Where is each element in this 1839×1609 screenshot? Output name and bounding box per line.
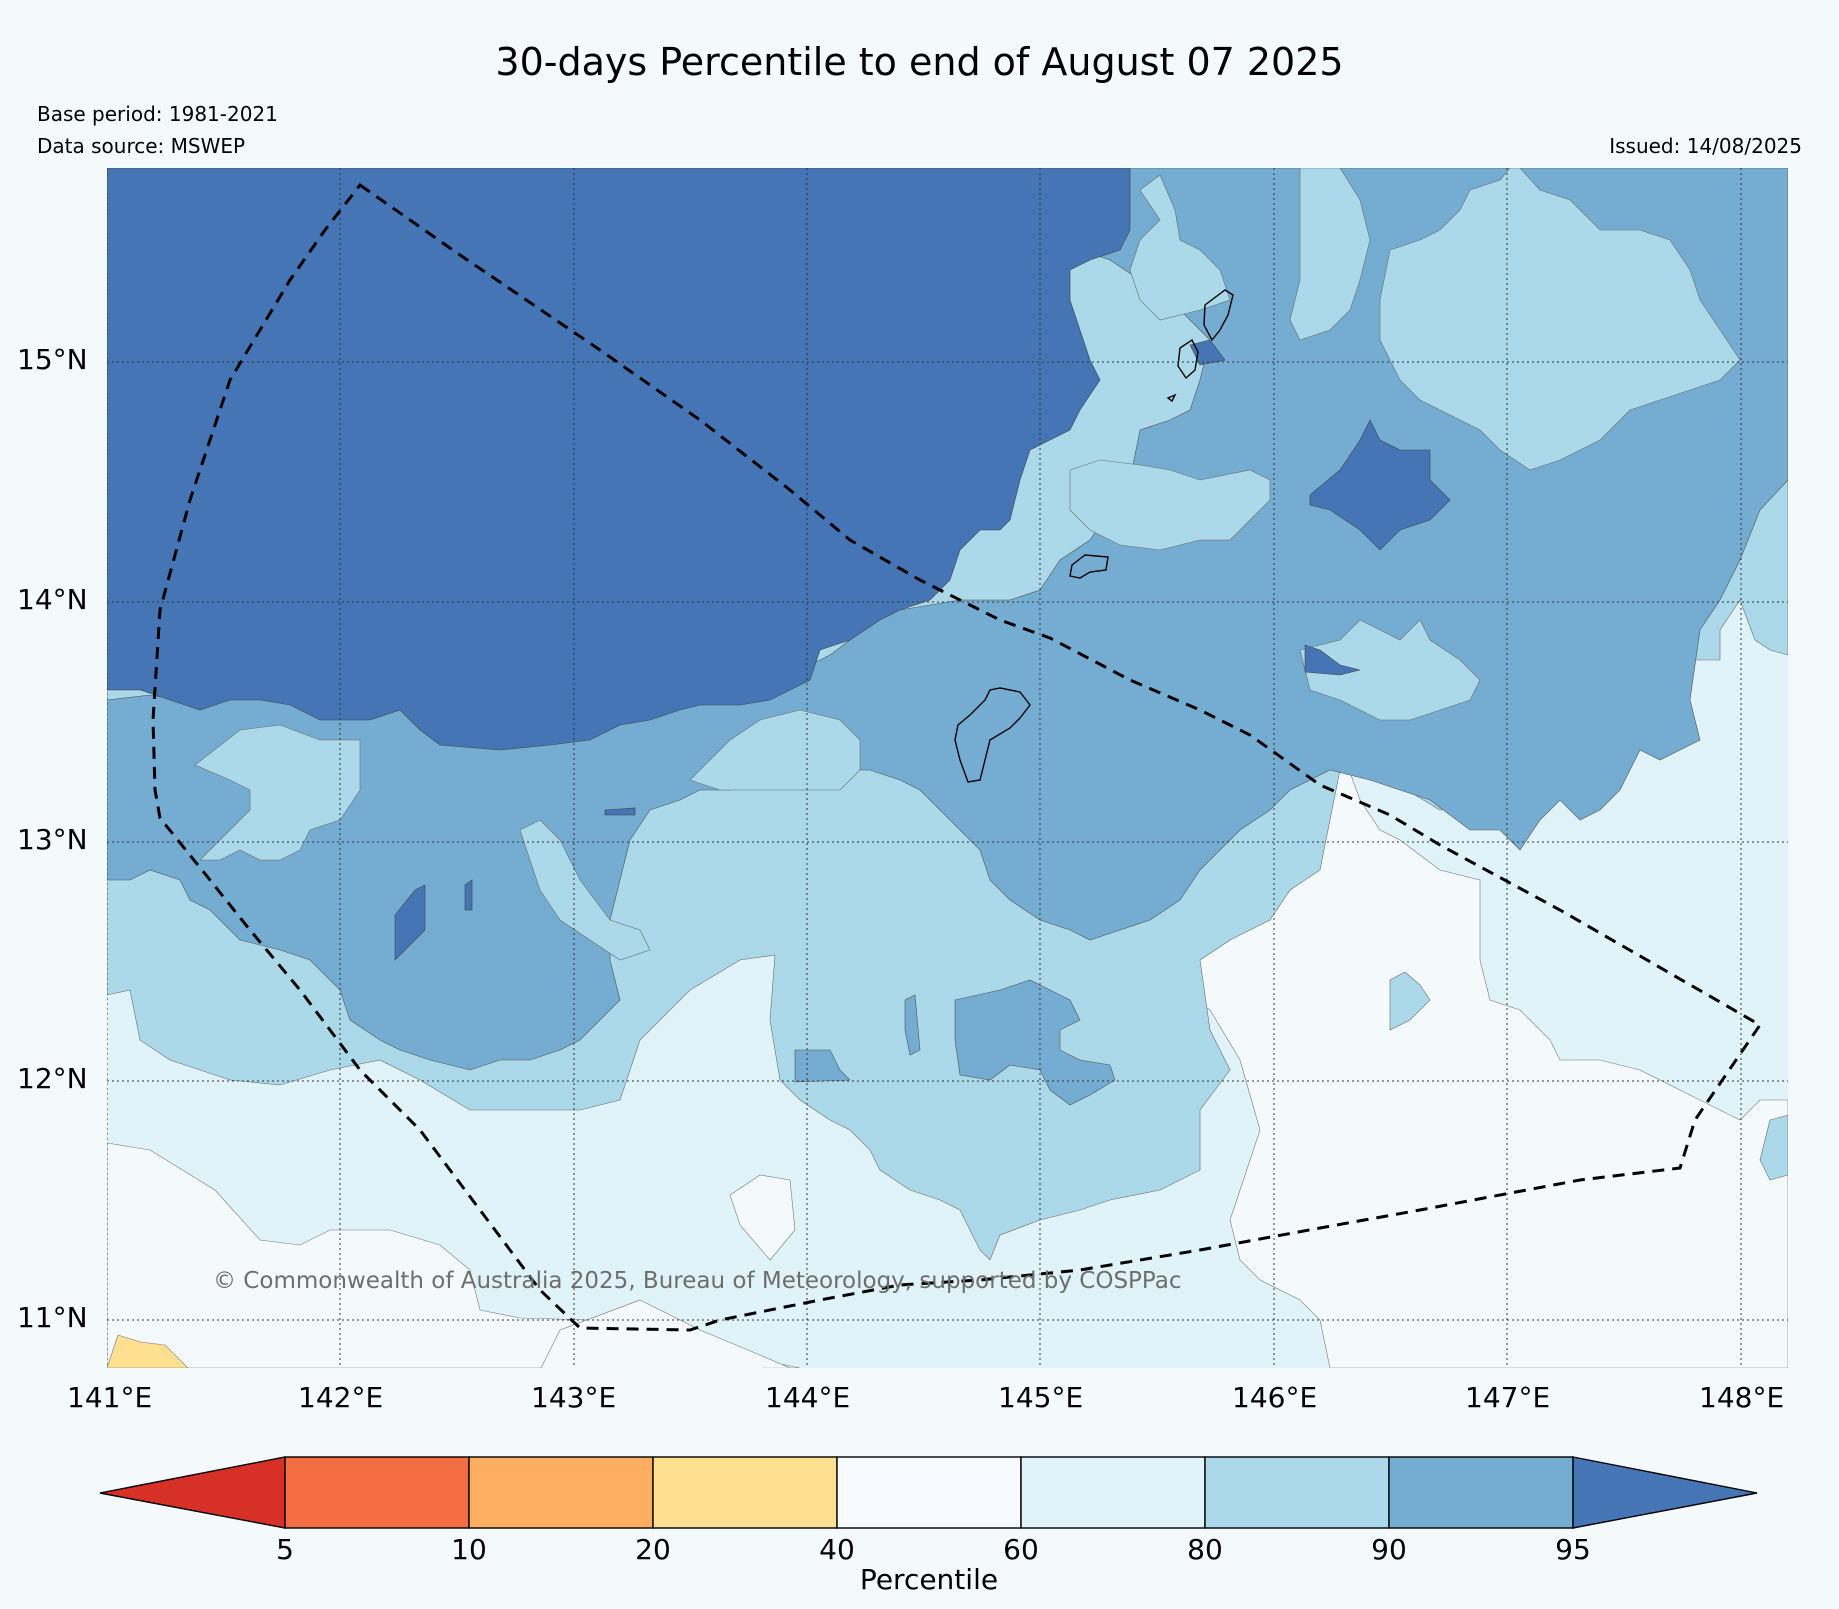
region-80-90-se-spot bbox=[1389, 971, 1431, 1031]
region-above-95-small-east bbox=[1304, 644, 1361, 676]
issued-date-text: Issued: 14/08/2025 bbox=[1609, 134, 1802, 158]
colorbar-tick-20: 20 bbox=[635, 1533, 671, 1566]
colorbar-80-90 bbox=[1204, 1456, 1390, 1529]
lon-tick-142: 142°E bbox=[298, 1381, 384, 1414]
lon-tick-144: 144°E bbox=[765, 1381, 851, 1414]
colorbar-title: Percentile bbox=[859, 1563, 999, 1596]
region-90-95-south-2 bbox=[794, 1049, 851, 1083]
lat-tick-14: 14°N bbox=[17, 583, 88, 616]
colorbar-tick-10: 10 bbox=[451, 1533, 487, 1566]
colorbar-90-95 bbox=[1388, 1456, 1574, 1529]
island-saipan bbox=[1203, 289, 1234, 342]
region-80-90-hole-north bbox=[1069, 459, 1271, 551]
island-guam bbox=[954, 687, 1031, 783]
colorbar-5-10 bbox=[284, 1456, 470, 1529]
lon-tick-145: 145°E bbox=[998, 1381, 1084, 1414]
lat-tick-13: 13°N bbox=[17, 823, 88, 856]
colorbar-60-80 bbox=[1020, 1456, 1206, 1529]
region-20-40-southwest bbox=[107, 1334, 189, 1368]
colorbar-above-95 bbox=[1572, 1456, 1758, 1529]
region-80-90-hole-center bbox=[519, 819, 651, 961]
gridlines bbox=[107, 168, 1788, 1368]
region-40-60-southwest-channel bbox=[540, 1299, 791, 1368]
colorbar-tick-90: 90 bbox=[1371, 1533, 1407, 1566]
region-90-95-south-3 bbox=[904, 994, 921, 1056]
region-above-95-sliver-2 bbox=[604, 807, 636, 816]
colorbar-10-20 bbox=[468, 1456, 654, 1529]
colorbar-40-60 bbox=[836, 1456, 1022, 1529]
lon-tick-143: 143°E bbox=[531, 1381, 617, 1414]
region-80-90-hole-mid bbox=[689, 709, 861, 791]
region-above-95-east-blob bbox=[1309, 419, 1451, 551]
copyright-text: © Commonwealth of Australia 2025, Bureau… bbox=[213, 1268, 1182, 1294]
region-80-90-hole-east bbox=[1379, 168, 1741, 471]
data-source-text: Data source: MSWEP bbox=[37, 134, 246, 158]
lat-tick-15: 15°N bbox=[17, 343, 88, 376]
colorbar bbox=[99, 1456, 1758, 1529]
region-above-95-sliver-1 bbox=[464, 879, 473, 911]
boundary-dashed-line bbox=[151, 182, 1763, 1332]
lon-tick-148: 148°E bbox=[1699, 1381, 1785, 1414]
lon-tick-141: 141°E bbox=[67, 1381, 153, 1414]
island-rota bbox=[1069, 554, 1109, 579]
lon-tick-146: 146°E bbox=[1232, 1381, 1318, 1414]
colorbar-tick-5: 5 bbox=[276, 1533, 294, 1566]
island-tinian bbox=[1177, 338, 1199, 380]
region-80-90-east-edge bbox=[1759, 1114, 1788, 1181]
colorbar-20-40 bbox=[652, 1456, 838, 1529]
map-plot-area: © Commonwealth of Australia 2025, Bureau… bbox=[107, 168, 1788, 1368]
region-80-90-hole-ne bbox=[1129, 174, 1231, 321]
lat-tick-12: 12°N bbox=[17, 1062, 88, 1095]
island-small bbox=[1166, 393, 1177, 403]
region-90-95-south-1 bbox=[954, 979, 1116, 1106]
lat-tick-11: 11°N bbox=[17, 1301, 88, 1334]
lon-tick-147: 147°E bbox=[1465, 1381, 1551, 1414]
page-title: 30-days Percentile to end of August 07 2… bbox=[495, 40, 1344, 84]
islands bbox=[954, 289, 1234, 783]
region-80-90-hole-upper bbox=[1289, 168, 1371, 341]
colorbar-below-5 bbox=[99, 1456, 286, 1529]
region-40-60-south-center bbox=[729, 1174, 796, 1261]
region-80-90-hole-west bbox=[194, 724, 361, 861]
region-80-90-hole-se bbox=[1299, 619, 1481, 721]
colorbar-tick-80: 80 bbox=[1187, 1533, 1223, 1566]
region-above-95-small-west bbox=[394, 884, 426, 961]
region-above-95-northwest bbox=[107, 168, 1131, 751]
colorbar-tick-60: 60 bbox=[1003, 1533, 1039, 1566]
colorbar-tick-95: 95 bbox=[1555, 1533, 1591, 1566]
base-period-text: Base period: 1981-2021 bbox=[37, 102, 278, 126]
colorbar-tick-40: 40 bbox=[819, 1533, 855, 1566]
